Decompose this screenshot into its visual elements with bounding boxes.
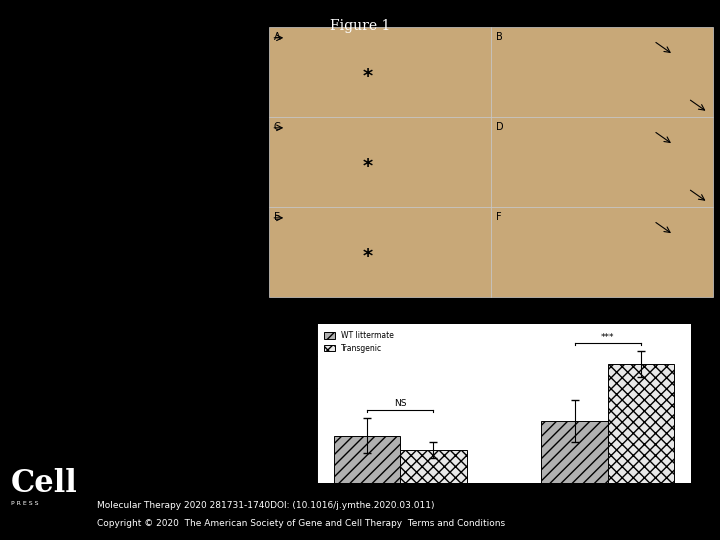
Text: G: G: [212, 321, 220, 331]
Bar: [400, 450, 467, 483]
Text: P R E S S: P R E S S: [11, 501, 38, 506]
Bar: [269, 27, 491, 117]
Text: Longitudinal: Longitudinal: [567, 15, 631, 25]
Bar: [491, 207, 713, 297]
Bar: [491, 27, 713, 117]
Text: *: *: [362, 157, 373, 176]
Text: WT
control: WT control: [228, 62, 259, 82]
Text: Figure 1: Figure 1: [330, 19, 390, 33]
Text: Cell: Cell: [11, 469, 78, 500]
Bar: [491, 117, 713, 207]
Text: A: A: [274, 32, 281, 42]
Text: B: B: [496, 32, 503, 42]
Text: F: F: [496, 212, 501, 222]
Text: MHC-
VEGF-B: MHC- VEGF-B: [226, 152, 259, 172]
Text: *: *: [362, 67, 373, 86]
Bar: [541, 421, 608, 483]
Bar: [269, 207, 491, 297]
Bar: [269, 117, 491, 207]
Text: D: D: [496, 122, 503, 132]
Text: ***: ***: [601, 333, 614, 341]
Text: Molecular Therapy 2020 281731-1740DOI: (10.1016/j.ymthe.2020.03.011): Molecular Therapy 2020 281731-1740DOI: (…: [97, 501, 435, 510]
Text: Copyright © 2020  The American Society of Gene and Cell Therapy  Terms and Condi: Copyright © 2020 The American Society of…: [97, 519, 505, 528]
Text: C: C: [274, 122, 281, 132]
Text: VEGF-B
KO: VEGF-B KO: [226, 242, 259, 262]
Text: Transversal: Transversal: [350, 15, 410, 25]
Legend: WT littermate, Transgenic: WT littermate, Transgenic: [320, 328, 397, 356]
Text: *: *: [362, 247, 373, 266]
Text: NS: NS: [394, 400, 407, 408]
Y-axis label: nerves/FOV: nerves/FOV: [276, 376, 287, 431]
Bar: [334, 435, 400, 483]
Text: E: E: [274, 212, 280, 222]
Bar: [608, 364, 674, 483]
